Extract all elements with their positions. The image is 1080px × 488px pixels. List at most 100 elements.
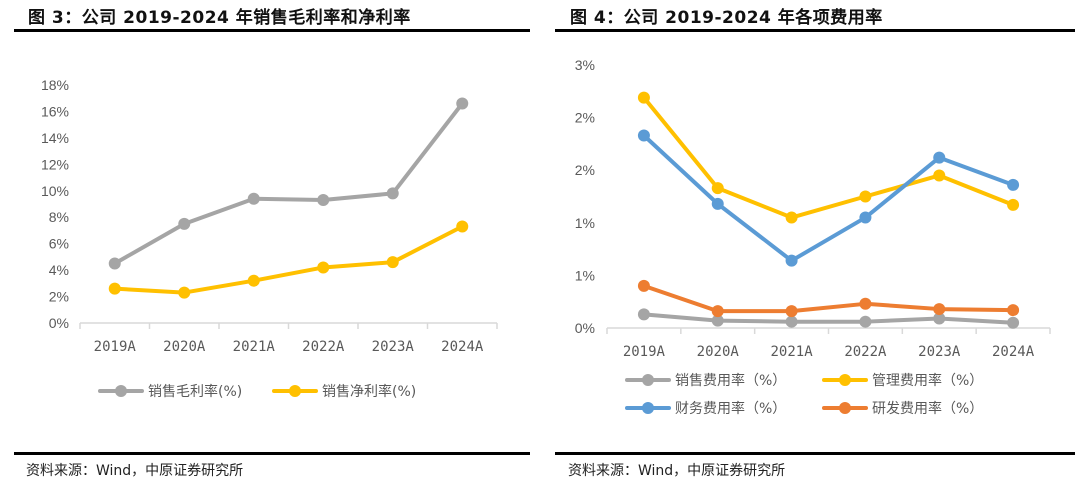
- data-point: [859, 315, 872, 328]
- figure-4-source: 资料来源：Wind，中原证券研究所: [568, 463, 786, 479]
- data-point: [1007, 316, 1020, 329]
- legend-label: 销售费用率（%）: [675, 373, 787, 389]
- series-line: [112, 224, 465, 295]
- data-point: [108, 257, 121, 270]
- y-tick-label: 2%: [575, 110, 595, 126]
- x-tick-label: 2019A: [94, 339, 137, 355]
- figure-4-panel: 图 4：公司 2019-2024 年各项费用率 0% 1% 1% 2% 2% 3% 2019…: [540, 0, 1080, 488]
- title-rule: [14, 29, 530, 32]
- data-point: [859, 211, 872, 224]
- data-point: [711, 314, 724, 327]
- source-rule: [555, 452, 1075, 455]
- data-point: [933, 312, 946, 325]
- expense-ratio-chart: 0% 1% 1% 2% 2% 3% 2019A 2020A 2021A 2022A 2023A 202…: [575, 57, 1051, 360]
- y-tick-label: 6%: [49, 236, 69, 252]
- data-point: [178, 286, 191, 299]
- legend-label: 销售毛利率(%): [148, 384, 243, 400]
- data-point: [1007, 198, 1020, 211]
- legend-swatch-icon: [272, 385, 318, 397]
- data-point: [933, 169, 946, 182]
- source-rule: [14, 452, 530, 455]
- y-tick-label: 10%: [41, 183, 69, 199]
- figure-3-source: 资料来源：Wind，中原证券研究所: [26, 463, 244, 479]
- x-tick-label: 2021A: [771, 344, 814, 360]
- data-point: [1007, 178, 1020, 191]
- legend-item: 财务费用率（%）: [625, 398, 786, 418]
- data-point: [933, 303, 946, 316]
- x-tick-label: 2022A: [302, 339, 345, 355]
- y-tick-label: 12%: [41, 156, 69, 172]
- data-point: [456, 220, 469, 233]
- series-0: [637, 308, 1020, 329]
- data-point: [317, 261, 330, 274]
- data-point: [247, 192, 260, 205]
- legend-label: 销售净利率(%): [322, 384, 417, 400]
- y-tick-label: 3%: [575, 57, 595, 73]
- data-point: [317, 194, 330, 207]
- series-1: [108, 220, 469, 299]
- series-line: [641, 283, 1016, 314]
- legend-label: 管理费用率（%）: [872, 373, 984, 389]
- data-point: [637, 279, 650, 292]
- data-point: [637, 129, 650, 142]
- legend-swatch-icon: [822, 374, 868, 386]
- data-point: [859, 190, 872, 203]
- data-point: [247, 274, 260, 287]
- data-point: [386, 256, 399, 269]
- figure-3-panel: 图 3：公司 2019-2024 年销售毛利率和净利率 0% 2% 4% 6% 8% 10…: [14, 8, 530, 479]
- y-tick-label: 0%: [575, 320, 595, 336]
- data-point: [711, 182, 724, 195]
- x-tick-label: 2020A: [697, 344, 740, 360]
- data-point: [785, 315, 798, 328]
- y-tick-label: 2%: [575, 162, 595, 178]
- data-point: [859, 297, 872, 310]
- series-line: [112, 101, 465, 266]
- y-tick-label: 2%: [49, 289, 69, 305]
- data-point: [637, 308, 650, 321]
- x-tick-label: 2019A: [623, 344, 666, 360]
- y-tick-label: 4%: [49, 262, 69, 278]
- data-point: [456, 97, 469, 110]
- legend-swatch-icon: [98, 385, 144, 397]
- series-line: [641, 133, 1016, 263]
- series-1: [637, 91, 1020, 224]
- series-0: [108, 97, 469, 270]
- y-tick-label: 14%: [41, 130, 69, 146]
- y-tick-label: 18%: [41, 77, 69, 93]
- margin-chart: 0% 2% 4% 6% 8% 10% 12% 14% 16% 18% 2019A 2020A 2021A…: [41, 77, 498, 355]
- data-point: [785, 305, 798, 318]
- data-point: [178, 217, 191, 230]
- series-2: [637, 129, 1020, 267]
- y-tick-label: 0%: [49, 315, 69, 331]
- legend-label: 研发费用率（%）: [872, 401, 984, 417]
- legend-item: 销售净利率(%): [272, 381, 416, 401]
- title-rule: [555, 29, 1075, 32]
- y-tick-label: 1%: [575, 267, 595, 283]
- y-tick-label: 8%: [49, 209, 69, 225]
- series-line: [641, 312, 1016, 325]
- legend-item: 研发费用率（%）: [822, 398, 983, 418]
- legend-item: 销售费用率（%）: [625, 370, 786, 390]
- x-tick-label: 2022A: [844, 344, 887, 360]
- data-point: [386, 187, 399, 200]
- y-tick-label: 1%: [575, 215, 595, 231]
- legend-item: 销售毛利率(%): [98, 381, 242, 401]
- x-tick-label: 2021A: [233, 339, 276, 355]
- x-tick-label: 2024A: [992, 344, 1035, 360]
- data-point: [1007, 304, 1020, 317]
- x-tick-label: 2023A: [918, 344, 961, 360]
- data-point: [711, 197, 724, 210]
- legend-swatch-icon: [625, 374, 671, 386]
- data-point: [785, 254, 798, 267]
- data-point: [108, 282, 121, 295]
- x-tick-label: 2020A: [163, 339, 206, 355]
- legend-label: 财务费用率（%）: [675, 401, 787, 417]
- legend-swatch-icon: [625, 402, 671, 414]
- data-point: [711, 305, 724, 318]
- series-3: [637, 279, 1020, 318]
- series-line: [641, 95, 1016, 220]
- legend-swatch-icon: [822, 402, 868, 414]
- legend-item: 管理费用率（%）: [822, 370, 983, 390]
- data-point: [785, 211, 798, 224]
- figure-3-title: 图 3：公司 2019-2024 年销售毛利率和净利率: [28, 8, 411, 28]
